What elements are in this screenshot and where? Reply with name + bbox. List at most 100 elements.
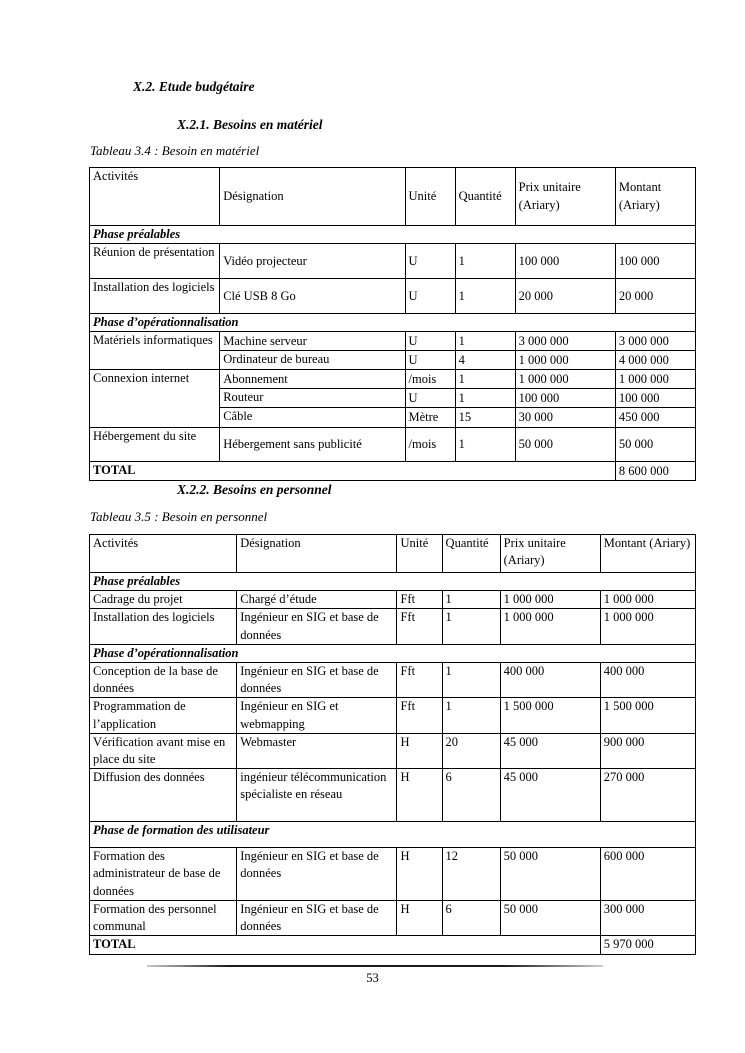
table-cell: 50 000 — [614, 427, 697, 463]
table-besoin-materiel: Activités Désignation Unité Quantité Prix un… — [88, 167, 697, 482]
table-cell: TOTAL — [89, 461, 616, 482]
table-cell: 300 000 — [599, 899, 697, 937]
column-header-activites: Activités — [88, 167, 221, 226]
table-cell: Phase d’opérationnalisation — [89, 643, 696, 664]
table-cell: Matériels informatiques — [88, 331, 221, 371]
table-cell: 30 000 — [514, 407, 616, 429]
table-cell: 3 000 000 — [514, 331, 616, 352]
table-cell: Fft — [396, 662, 443, 699]
table-cell: Fft — [396, 697, 443, 734]
table-row: Formation des personnel communal Ingénieu… — [88, 899, 697, 937]
table-header-row: Activités Désignation Unité Quantité Prix un… — [88, 167, 697, 226]
table-cell: Abonnement — [219, 369, 406, 390]
table-cell: 50 000 — [499, 899, 601, 937]
table-cell: Formation des administrateur de base de … — [88, 847, 238, 901]
table-cell: 100 000 — [514, 243, 616, 280]
table-cell: Installation des logiciels — [88, 278, 221, 315]
table-cell: U — [404, 243, 456, 280]
table-cell: U — [404, 331, 456, 352]
table-row: Ordinateur de bureau U 4 1 000 000 4 000 000 — [90, 350, 697, 371]
table-cell: 1 — [454, 427, 516, 463]
table-cell: /mois — [404, 369, 456, 390]
table-cell: 1 — [454, 243, 516, 280]
table-cell: 1 — [454, 388, 516, 409]
table-cell: Chargé d’étude — [236, 590, 398, 610]
table-cell: 20 000 — [514, 278, 616, 315]
table-cell: Phase de formation des utilisateur — [89, 821, 696, 849]
subsection-heading-personnel: X.2.2. Besoins en personnel — [177, 482, 332, 497]
table-row: Installation des logiciels Clé USB 8 Go U 1… — [88, 278, 697, 315]
table-cell: 1 000 000 — [514, 350, 616, 371]
table-cell: 1 — [454, 369, 516, 390]
table-cell: 1 000 000 — [499, 608, 601, 645]
column-header-montant: Montant (Ariary) — [614, 167, 697, 226]
table-cell: 8 600 000 — [614, 461, 697, 482]
table-cell: Phase préalables — [89, 224, 696, 245]
table-cell: Mètre — [404, 407, 456, 429]
table-cell: Cadrage du projet — [88, 590, 238, 610]
table-row: Diffusion des données ingénieur télécommu… — [88, 768, 697, 823]
column-header-quantite: Quantité — [441, 534, 501, 573]
table-row: Formation des administrateur de base de … — [88, 847, 697, 901]
section-row: Phase d’opérationnalisation — [89, 313, 696, 333]
table-cell: 50 000 — [514, 427, 616, 463]
table-cell: Hébergement sans publicité — [219, 427, 406, 463]
table-cell: 1 — [454, 331, 516, 352]
table-cell: Vérification avant mise en place du site — [88, 732, 238, 770]
table-cell: Routeur — [219, 388, 406, 409]
table-cell: 600 000 — [599, 847, 697, 901]
table-cell: 100 000 — [514, 388, 616, 409]
table-cell: U — [404, 350, 456, 371]
column-header-montant: Montant (Ariary) — [599, 534, 697, 573]
table-cell: ingénieur télécommunication spécialiste … — [236, 768, 398, 823]
table-besoin-personnel: Activités Désignation Unité Quantité Prix un… — [88, 534, 697, 956]
table-cell: 20 000 — [614, 278, 697, 315]
table-cell: H — [396, 847, 443, 901]
table-cell: Ingénieur en SIG et base de données — [236, 608, 398, 645]
table-row: Réunion de présentation Vidéo projecteur U… — [88, 243, 697, 280]
table-cell: 1 000 000 — [599, 608, 697, 645]
section-heading: X.2. Etude budgétaire — [133, 79, 255, 94]
footer-divider-line — [147, 965, 603, 967]
table-row: Programmation de l’application Ingénieur … — [88, 697, 697, 734]
table-cell: 1 — [441, 697, 501, 734]
table-cell: Vidéo projecteur — [219, 243, 406, 280]
table-cell: 1 — [454, 278, 516, 315]
table-cell: 45 000 — [499, 732, 601, 770]
table-cell: 400 000 — [599, 662, 697, 699]
table-cell: 1 000 000 — [614, 369, 697, 390]
table-cell: 5 970 000 — [599, 935, 697, 956]
column-header-prix-unitaire: Prix unitaire (Ariary) — [514, 167, 616, 226]
table-cell: 15 — [454, 407, 516, 429]
table-cell: U — [404, 278, 456, 315]
table-cell: 12 — [441, 847, 501, 901]
table-row: Routeur U 1 100 000 100 000 — [90, 388, 697, 409]
table-cell: 100 000 — [614, 243, 697, 280]
page-number: 53 — [366, 971, 379, 985]
table-cell: 3 000 000 — [614, 331, 697, 352]
table-cell: Installation des logiciels — [88, 608, 238, 645]
column-header-unite: Unité — [396, 534, 443, 573]
table-cell: 6 — [441, 899, 501, 937]
table-cell: Ingénieur en SIG et webmapping — [236, 697, 398, 734]
table-cell: 1 500 000 — [499, 697, 601, 734]
table-cell: Diffusion des données — [88, 768, 238, 823]
table-cell: Ingénieur en SIG et base de données — [236, 899, 398, 937]
table-row: Matériels informatiques Machine serveur U 1… — [88, 331, 697, 371]
table-cell: Clé USB 8 Go — [219, 278, 406, 315]
table-cell: Webmaster — [236, 732, 398, 770]
table-caption-materiel: Tableau 3.4 : Besoin en matériel — [90, 143, 260, 158]
table-cell: 1 — [441, 662, 501, 699]
table-cell: Fft — [396, 608, 443, 645]
table-cell: 1 500 000 — [599, 697, 697, 734]
table-cell: 1 000 000 — [514, 369, 616, 390]
table-row: Conception de la base de données Ingénieu… — [88, 662, 697, 699]
table-cell: Machine serveur — [219, 331, 406, 352]
column-header-designation: Désignation — [219, 167, 406, 226]
table-cell: 1 000 000 — [499, 590, 601, 610]
table-cell: Phase d’opérationnalisation — [89, 313, 696, 333]
total-row: TOTAL 8 600 000 — [89, 461, 697, 482]
table-cell: Hébergement du site — [88, 427, 221, 463]
table-row: Hébergement du site Hébergement sans publ… — [88, 427, 697, 463]
